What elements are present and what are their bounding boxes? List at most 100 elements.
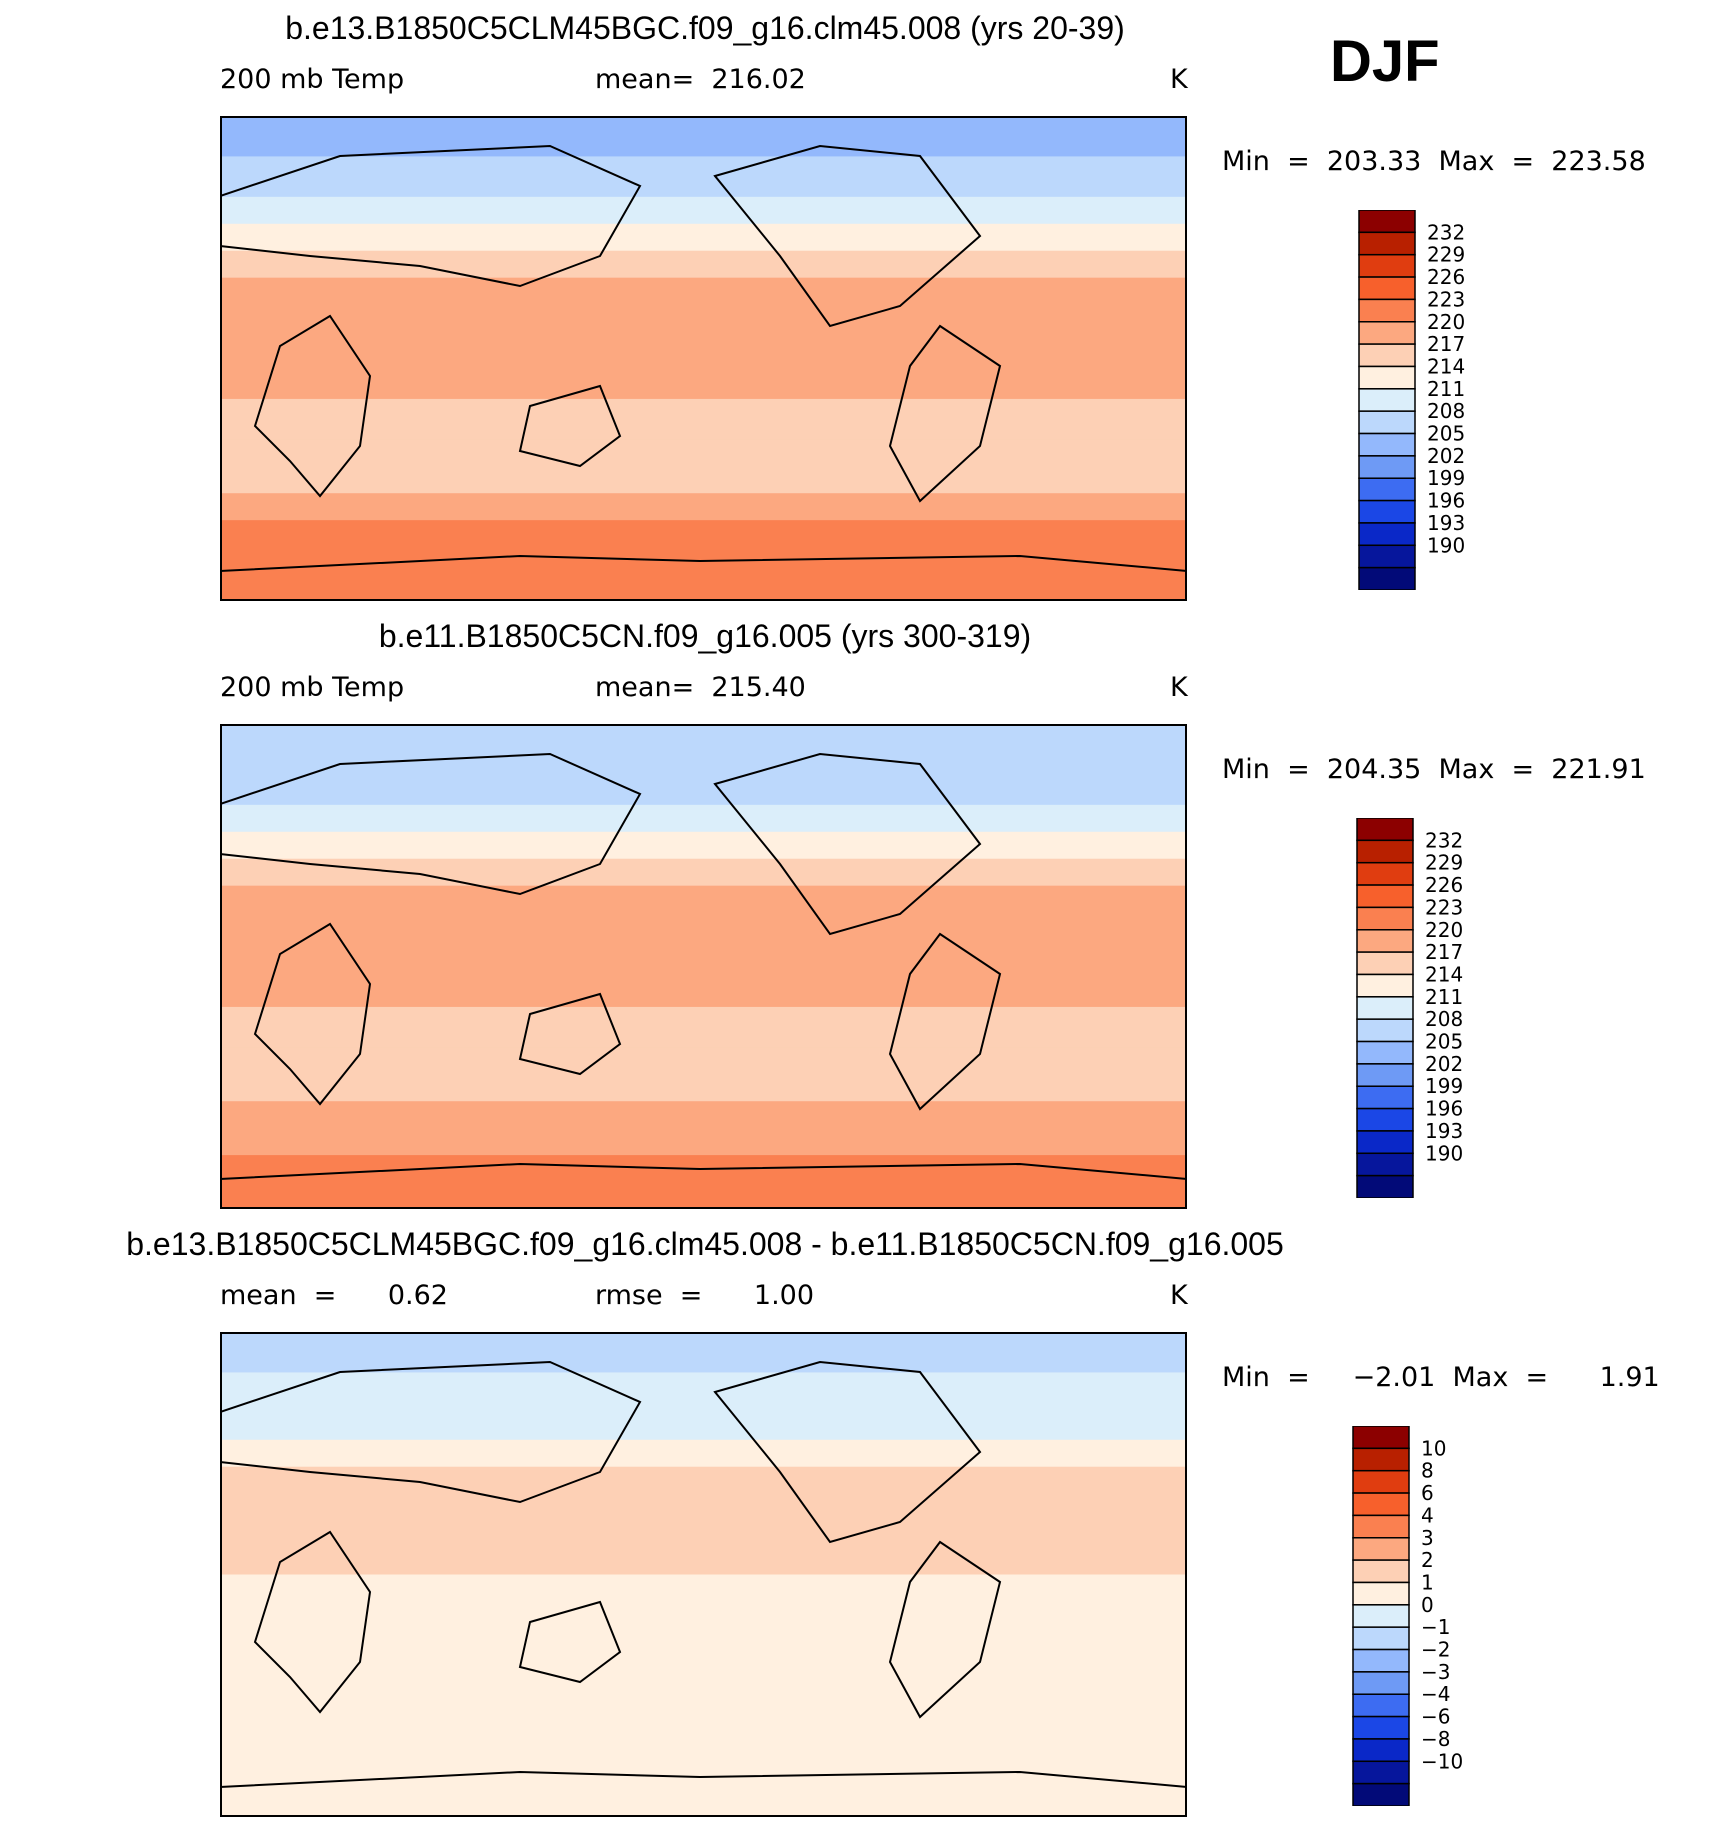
colorbar-label: 217 — [1427, 332, 1465, 356]
colorbar-swatch — [1358, 388, 1416, 412]
coastline — [518, 1600, 622, 1684]
colorbar-label: 229 — [1425, 851, 1463, 875]
units-label: K — [1170, 1280, 1188, 1311]
colorbar-label: 211 — [1425, 985, 1463, 1009]
colorbar-label: −2 — [1421, 1638, 1450, 1662]
panel-difference: b.e13.B1850C5CLM45BGC.f09_g16.clm45.008 … — [0, 1216, 1710, 1826]
zonal-band — [220, 250, 1187, 279]
map-frame — [220, 116, 1187, 601]
zonal-band — [220, 1006, 1187, 1048]
colorbar-swatch — [1356, 1040, 1414, 1065]
colorbar-swatch — [1356, 1152, 1414, 1177]
colorbar-swatch — [1356, 1063, 1414, 1087]
zonal-band — [220, 398, 1187, 440]
colorbar-swatch — [1352, 1492, 1410, 1517]
zonal-band — [220, 1466, 1187, 1495]
zonal-band — [220, 1736, 1187, 1764]
colorbar-swatch — [1358, 231, 1416, 256]
colorbar-label: 217 — [1425, 940, 1463, 964]
zonal-band — [220, 966, 1187, 1008]
colorbar-swatch — [1356, 996, 1414, 1020]
colorbar-label: 3 — [1421, 1526, 1434, 1550]
colorbar-label: −3 — [1421, 1660, 1450, 1684]
colorbar-label: −1 — [1421, 1615, 1450, 1639]
zonal-band — [220, 1074, 1187, 1102]
zonal-band — [220, 1047, 1187, 1075]
coastline — [888, 1540, 1002, 1719]
zonal-band — [220, 520, 1187, 548]
colorbar-label: 232 — [1427, 220, 1465, 244]
colorbar-label: 232 — [1425, 828, 1463, 852]
colorbar-swatch — [1358, 298, 1416, 323]
colorbar-label: 4 — [1421, 1503, 1434, 1527]
zonal-band — [220, 116, 1187, 157]
temperature-map — [220, 116, 1187, 601]
zonal-band — [220, 804, 1187, 833]
colorbar-swatch — [1358, 455, 1416, 479]
zonal-band — [220, 1493, 1187, 1535]
colorbar-swatch — [1352, 1581, 1410, 1606]
zonal-band — [220, 1332, 1187, 1373]
zonal-band — [220, 831, 1187, 860]
colorbar-swatch — [1356, 1085, 1414, 1110]
coastline — [253, 1530, 372, 1714]
colorbar-label: 214 — [1425, 962, 1463, 986]
coastline — [220, 1770, 1187, 1817]
map-frame — [220, 724, 1187, 1209]
colorbar-swatch — [1356, 1130, 1414, 1155]
colorbar-swatch — [1352, 1447, 1410, 1472]
zonal-band — [220, 547, 1187, 601]
colorbar-swatch — [1352, 1514, 1410, 1539]
zonal-band — [220, 1655, 1187, 1683]
colorbar-swatch — [1358, 410, 1416, 435]
zonal-band — [220, 277, 1187, 319]
zonal-band — [220, 1372, 1187, 1414]
zonal-band — [220, 858, 1187, 887]
colorbar-swatch — [1352, 1760, 1410, 1785]
zonal-band — [220, 318, 1187, 359]
colorbar-label: −6 — [1421, 1705, 1450, 1729]
colorbar-swatch — [1356, 839, 1414, 864]
zonal-band — [220, 1682, 1187, 1710]
mean-label: mean= 215.40 — [595, 672, 806, 703]
colorbar-swatch — [1352, 1671, 1410, 1695]
coastline — [220, 554, 1187, 601]
colorbar-label: 208 — [1425, 1007, 1463, 1031]
rmse-label: rmse = 1.00 — [595, 1280, 815, 1311]
coastline — [220, 752, 642, 896]
colorbar-label: −10 — [1421, 1749, 1463, 1773]
zonal-band — [220, 1614, 1187, 1656]
zonal-band — [220, 1574, 1187, 1616]
colorbar-swatch — [1358, 343, 1416, 368]
colorbar-swatch — [1356, 929, 1414, 953]
zonal-band — [220, 1128, 1187, 1156]
panel-model-b: b.e11.B1850C5CN.f09_g16.005 (yrs 300-319… — [0, 608, 1710, 1218]
colorbar-label: 0 — [1421, 1593, 1434, 1617]
colorbar-label: 211 — [1427, 377, 1465, 401]
panel-model-a: b.e13.B1850C5CLM45BGC.f09_g16.clm45.008 … — [0, 0, 1710, 610]
zonal-band — [220, 196, 1187, 225]
colorbar: 2322292262232202172142112082052021991961… — [1356, 818, 1463, 1198]
zonal-band — [220, 439, 1187, 467]
colorbar-label: 8 — [1421, 1459, 1434, 1483]
colorbar-label: 229 — [1427, 243, 1465, 267]
colorbar-swatch — [1356, 1174, 1414, 1198]
coastline — [518, 384, 622, 468]
colorbar-swatch — [1358, 365, 1416, 390]
zonal-band — [220, 1763, 1187, 1817]
colorbar-swatch — [1356, 1018, 1414, 1043]
panel-title: b.e11.B1850C5CN.f09_g16.005 (yrs 300-319… — [378, 618, 1032, 654]
colorbar-swatch — [1358, 276, 1416, 301]
units-label: K — [1170, 672, 1188, 703]
colorbar-swatch — [1358, 499, 1416, 524]
colorbar-label: 190 — [1427, 533, 1465, 557]
season-title: DJF — [1330, 29, 1440, 94]
colorbar-swatch — [1358, 522, 1416, 547]
variable-label: 200 mb Temp — [220, 672, 405, 703]
colorbar-swatch — [1358, 210, 1416, 234]
coastline — [220, 144, 642, 288]
colorbar-swatch — [1356, 951, 1414, 976]
colorbar-swatch — [1358, 544, 1416, 569]
zonal-band — [220, 358, 1187, 400]
min-max-label: Min = 203.33 Max = 223.58 — [1222, 146, 1646, 177]
